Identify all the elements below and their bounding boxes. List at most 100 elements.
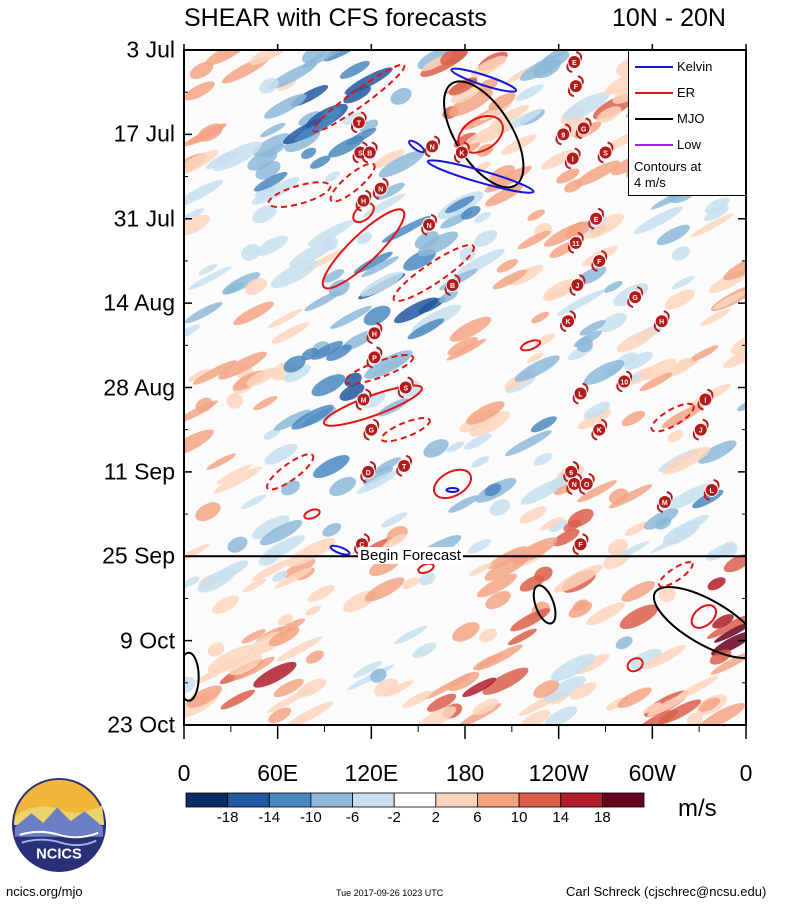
- y-tick-label: 31 Jul: [113, 205, 175, 232]
- y-tick-label: 17 Jul: [113, 120, 175, 147]
- shear-patch: [407, 318, 445, 340]
- footer-author: Carl Schreck (cjschrec@ncsu.edu): [566, 884, 767, 899]
- shear-patch: [274, 567, 312, 589]
- shear-patch: [479, 628, 498, 643]
- shear-patch: [268, 626, 300, 647]
- shear-patch: [307, 585, 335, 602]
- shear-patch: [474, 211, 491, 223]
- shear-patch: [215, 560, 249, 581]
- shear-patch: [380, 512, 408, 528]
- shear-patch: [260, 122, 286, 138]
- shear-patch: [447, 337, 478, 356]
- shear-patch: [707, 577, 726, 591]
- y-tick-label: 23 Oct: [107, 711, 175, 738]
- shear-patch: [624, 351, 653, 370]
- shear-patch: [704, 205, 729, 222]
- legend-note-line: 4 m/s: [634, 175, 666, 190]
- shear-patch: [617, 687, 652, 709]
- shear-patch: [543, 676, 586, 702]
- shear-patch: [277, 614, 294, 626]
- shear-patch: [249, 50, 287, 65]
- shear-patch: [321, 235, 338, 251]
- shear-patch: [527, 352, 544, 363]
- shear-patch: [252, 205, 277, 224]
- storm-marker: [598, 145, 613, 160]
- shear-patch: [709, 649, 732, 665]
- shear-patch: [378, 150, 425, 178]
- storm-marker: [589, 211, 604, 226]
- y-tick-label: 28 Aug: [103, 374, 175, 400]
- shear-patch: [339, 60, 370, 79]
- shear-patch: [227, 536, 248, 553]
- shear-patch: [586, 602, 626, 626]
- shear-patch: [573, 330, 602, 348]
- shear-patch: [686, 712, 704, 725]
- er-contour: [266, 453, 315, 491]
- shear-patch: [189, 61, 214, 79]
- shear-patch: [251, 559, 291, 581]
- kelvin-contour: [450, 67, 518, 93]
- shear-patch: [662, 446, 711, 475]
- storm-label: N: [427, 223, 432, 230]
- shear-patch: [461, 205, 481, 220]
- shear-patch: [325, 171, 340, 182]
- legend-line: [635, 92, 673, 94]
- shear-patch: [598, 312, 627, 333]
- shear-patch: [304, 290, 341, 312]
- shear-patch: [266, 687, 313, 713]
- shear-patch: [361, 256, 399, 278]
- shear-patch: [301, 147, 317, 159]
- shear-patch: [616, 328, 656, 353]
- er-contour: [690, 604, 718, 629]
- shear-patch: [307, 220, 355, 247]
- er-contour: [432, 468, 473, 500]
- shear-patch: [326, 344, 352, 361]
- storm-label: K: [597, 428, 602, 435]
- shear-patch: [184, 301, 223, 324]
- shear-patch: [212, 141, 262, 171]
- storm-label: F: [578, 542, 583, 549]
- shear-patch: [184, 543, 210, 565]
- shear-patch: [412, 642, 437, 659]
- shear-patch: [260, 535, 305, 561]
- shear-patch: [505, 430, 552, 457]
- shear-patch: [363, 305, 391, 326]
- storm-label: H: [372, 331, 377, 338]
- x-tick-label: 120W: [528, 760, 589, 786]
- contour-layer: [184, 63, 746, 702]
- storm-marker: [592, 253, 607, 268]
- storm-label: G: [369, 428, 375, 435]
- shear-patch: [268, 707, 292, 724]
- shear-patch: [658, 699, 702, 725]
- storm-marker: [698, 392, 713, 407]
- shear-patch: [339, 383, 365, 401]
- shear-patch: [671, 246, 691, 261]
- shear-patch: [563, 92, 610, 121]
- shear-patch: [723, 254, 746, 281]
- shear-patch: [577, 480, 617, 503]
- storm-marker: [445, 278, 460, 293]
- shear-patch: [713, 291, 746, 310]
- shear-patch: [298, 111, 321, 126]
- shear-patch: [556, 289, 605, 316]
- shear-patch: [417, 231, 459, 257]
- colorbar-tick-label: -2: [387, 809, 401, 826]
- shear-patch: [253, 395, 278, 411]
- shear-patch: [509, 264, 544, 286]
- shear-patch: [519, 506, 547, 524]
- storm-marker: [617, 374, 632, 389]
- shear-patch: [374, 457, 402, 473]
- shear-patch: [272, 570, 288, 582]
- shear-patch: [374, 678, 399, 697]
- x-tick-label: 0: [739, 760, 753, 786]
- er-contour: [380, 416, 431, 443]
- storm-marker: [361, 464, 376, 479]
- legend-line: [635, 118, 673, 120]
- x-tick-label: 180: [445, 760, 485, 786]
- storm-label: N: [430, 144, 435, 151]
- storm-label: L: [578, 392, 583, 399]
- storm-label: B: [367, 150, 372, 157]
- legend-line: [635, 66, 673, 68]
- storm-label: G: [632, 295, 638, 302]
- shear-patch: [414, 231, 439, 250]
